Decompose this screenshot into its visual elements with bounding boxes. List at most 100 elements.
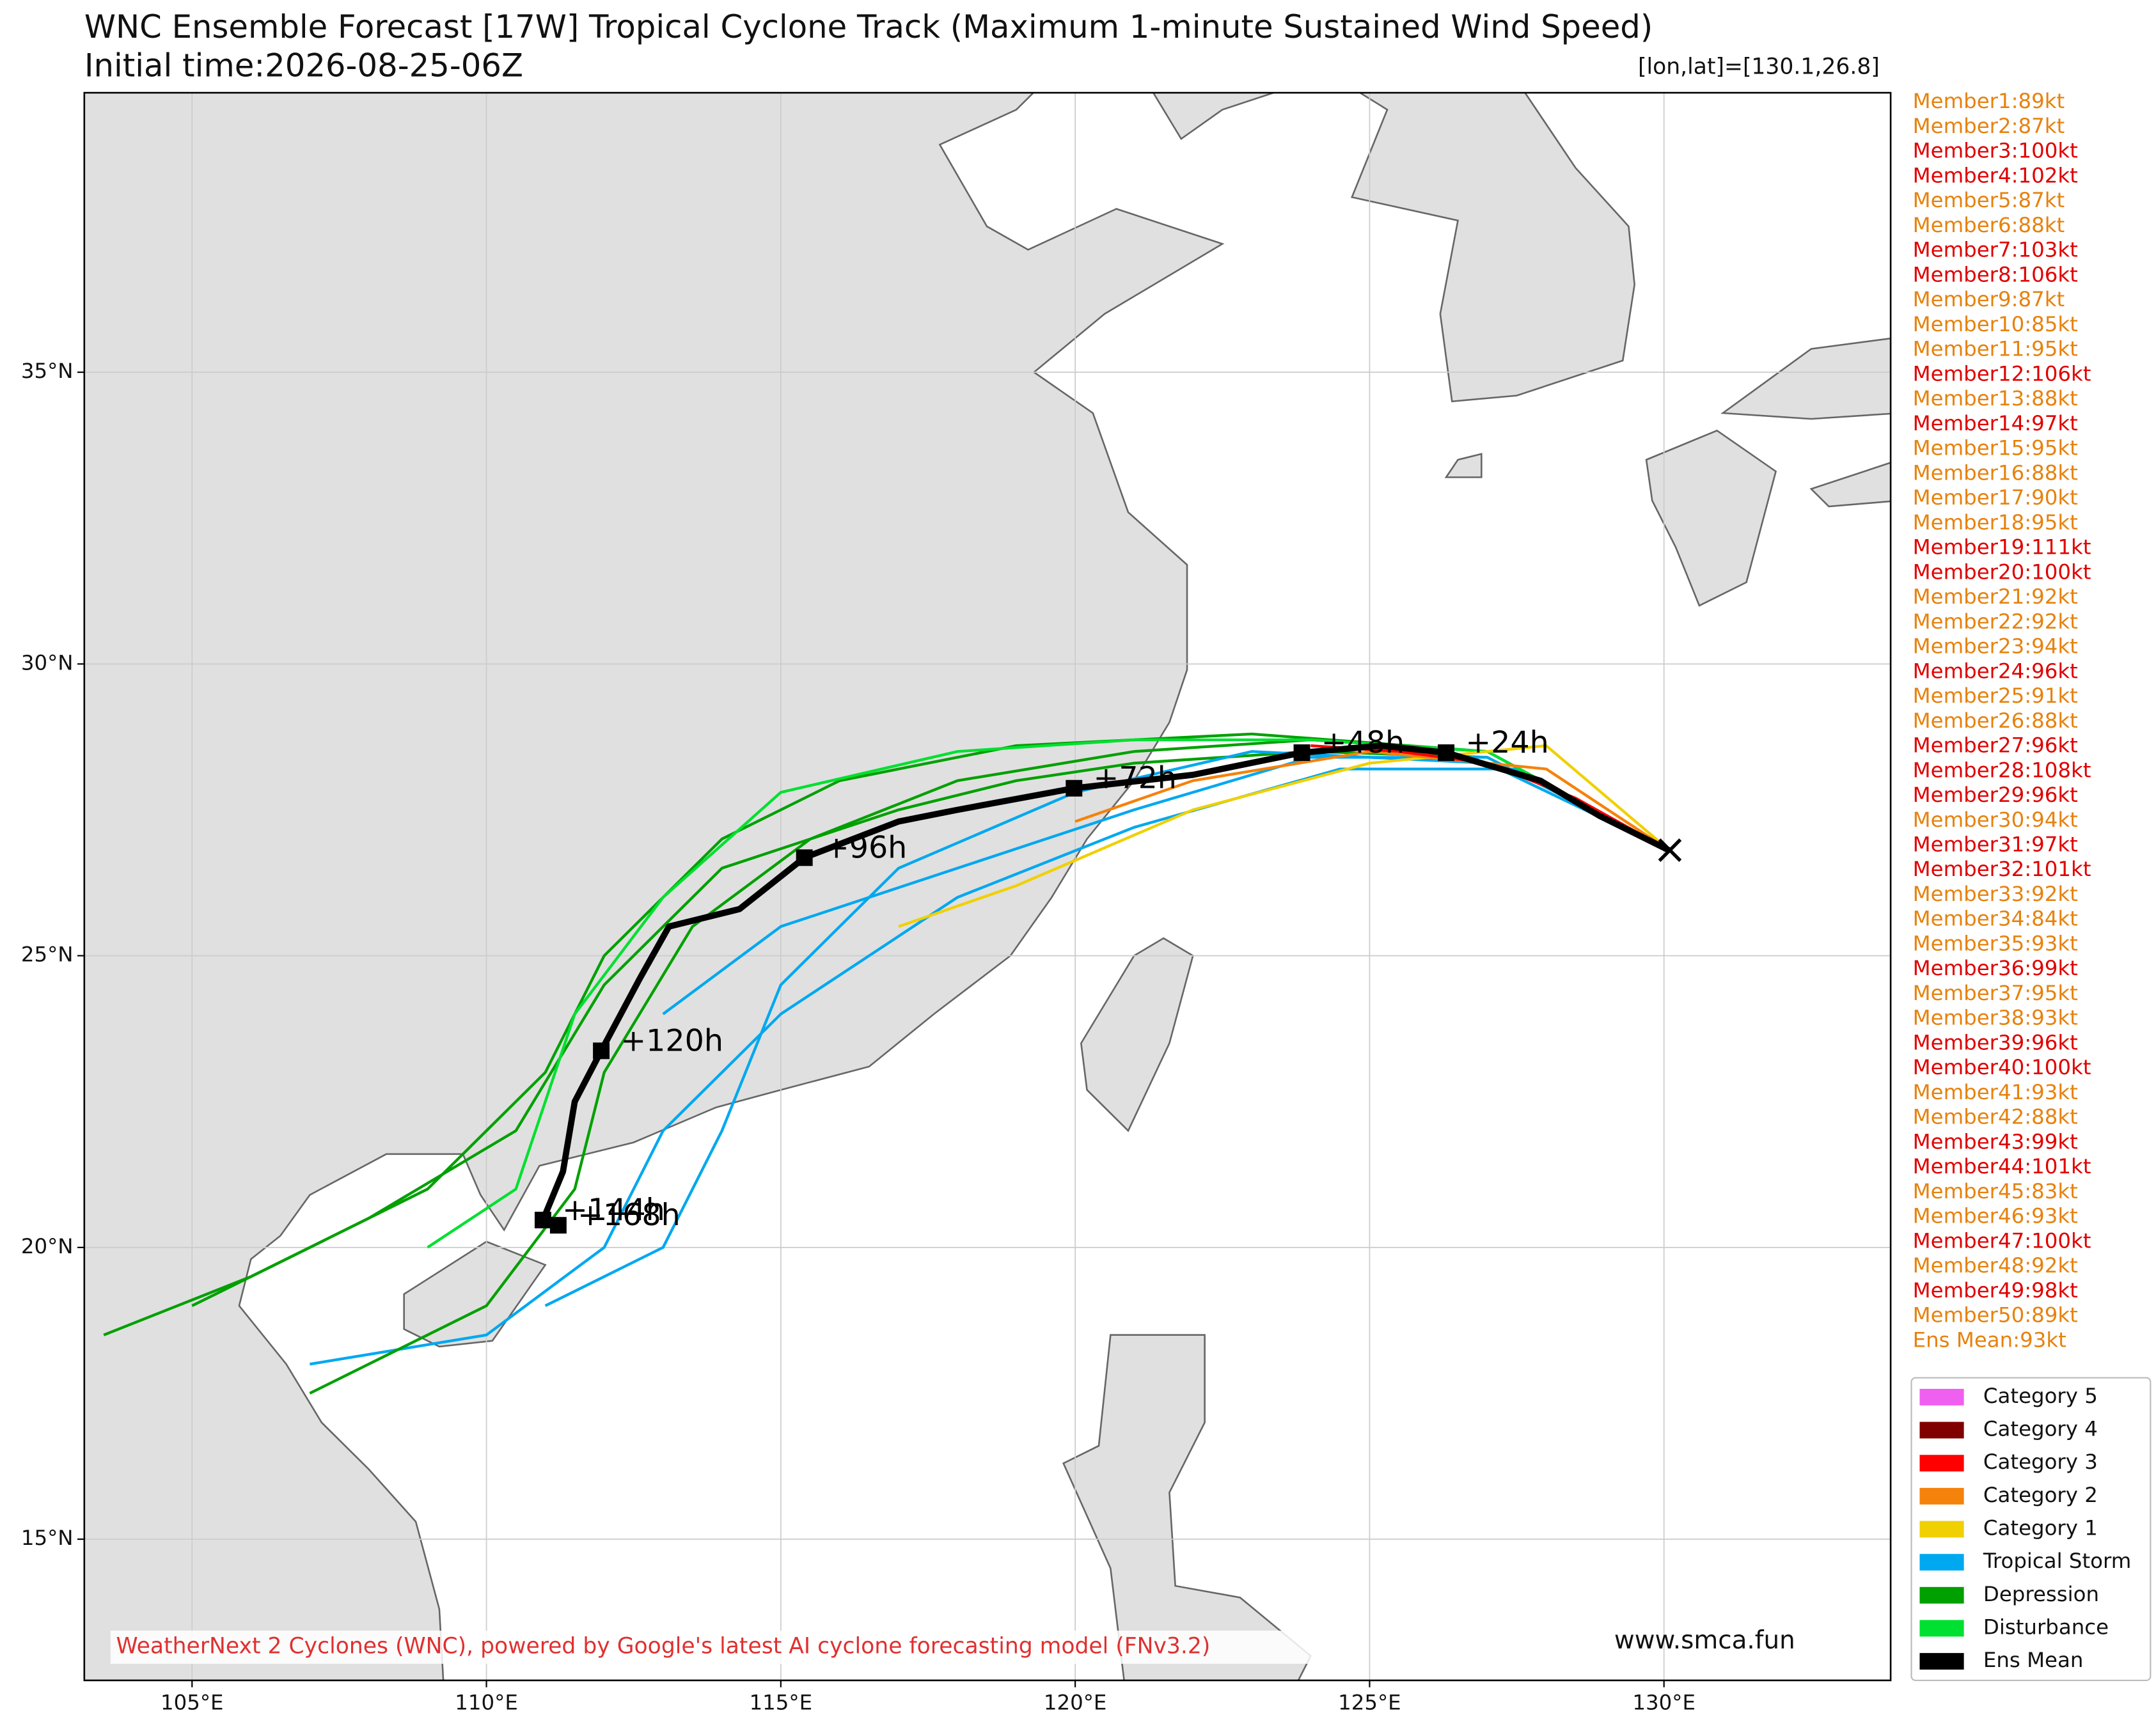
land xyxy=(1152,93,1277,140)
mean-marker xyxy=(796,849,813,866)
member-entry: Member24:96kt xyxy=(1913,659,2078,683)
legend-swatch xyxy=(1919,1653,1964,1670)
x-tick-label: 115°E xyxy=(750,1691,813,1715)
legend-label: Category 1 xyxy=(1983,1516,2098,1540)
member-entry: Member35:93kt xyxy=(1913,931,2078,955)
member-entry: Member46:93kt xyxy=(1913,1204,2078,1228)
member-entry: Member15:95kt xyxy=(1913,436,2078,460)
mean-marker xyxy=(534,1211,551,1228)
member-track xyxy=(662,756,1671,1015)
member-entry: Member21:92kt xyxy=(1913,584,2078,609)
member-entry: Ens Mean:93kt xyxy=(1913,1327,2066,1352)
legend-label: Category 4 xyxy=(1983,1417,2098,1441)
member-entry: Member38:93kt xyxy=(1913,1006,2078,1030)
member-entry: Member47:100kt xyxy=(1913,1228,2091,1253)
member-entry: Member27:96kt xyxy=(1913,733,2078,758)
mean-marker-label: +48h xyxy=(1321,725,1405,760)
x-tick-label: 125°E xyxy=(1338,1691,1401,1715)
member-entry: Member42:88kt xyxy=(1913,1105,2078,1129)
legend-label: Depression xyxy=(1983,1582,2099,1606)
mean-marker-label: +168h xyxy=(578,1198,681,1233)
legend: Category 5 Category 4 Category 3 Category 2… xyxy=(1910,1377,2152,1681)
x-tick-label: 120°E xyxy=(1044,1691,1107,1715)
member-entry: Member30:94kt xyxy=(1913,808,2078,832)
member-entry: Member16:88kt xyxy=(1913,460,2078,485)
member-entry: Member23:94kt xyxy=(1913,634,2078,659)
member-entry: Member40:100kt xyxy=(1913,1055,2091,1079)
member-track xyxy=(310,767,1671,1366)
member-entry: Member43:99kt xyxy=(1913,1129,2078,1154)
member-entry: Member6:88kt xyxy=(1913,213,2065,237)
member-entry: Member12:106kt xyxy=(1913,361,2091,386)
member-entry: Member36:99kt xyxy=(1913,956,2078,980)
member-entry: Member31:97kt xyxy=(1913,833,2078,857)
member-entry: Member14:97kt xyxy=(1913,411,2078,435)
mean-marker xyxy=(1066,779,1083,797)
land xyxy=(1645,429,1777,607)
legend-frame xyxy=(1910,1377,2152,1681)
member-entry: Member37:95kt xyxy=(1913,981,2078,1005)
start-marker: × xyxy=(1653,826,1687,873)
mean-marker xyxy=(1438,744,1455,762)
map-layer: +24h +48h +72h +96h +120h +144h+168h × xyxy=(84,93,1891,1680)
member-entry: Member48:92kt xyxy=(1913,1253,2078,1278)
legend-swatch xyxy=(1919,1554,1964,1571)
member-entry: Member29:96kt xyxy=(1913,783,2078,807)
member-entry: Member33:92kt xyxy=(1913,882,2078,906)
legend-label: Disturbance xyxy=(1983,1615,2109,1639)
legend-swatch xyxy=(1919,1586,1964,1604)
member-entry: Member13:88kt xyxy=(1913,386,2078,411)
member-entry: Member44:101kt xyxy=(1913,1154,2091,1178)
member-track xyxy=(898,744,1671,928)
credit-bg xyxy=(110,1631,1334,1664)
legend-swatch xyxy=(1919,1620,1964,1637)
chart-subtitle: Initial time:2026-08-25-06Z xyxy=(84,47,523,84)
legend-swatch xyxy=(1919,1421,1964,1439)
land xyxy=(1351,93,1635,403)
member-entry: Member32:101kt xyxy=(1913,857,2091,881)
member-entry: Member7:103kt xyxy=(1913,238,2078,262)
member-entry: Member39:96kt xyxy=(1913,1030,2078,1054)
legend-label: Ens Mean xyxy=(1983,1648,2083,1672)
chart-title: WNC Ensemble Forecast [17W] Tropical Cyc… xyxy=(84,8,1653,45)
member-entry: Member20:100kt xyxy=(1913,560,2091,584)
land xyxy=(84,93,1225,1680)
land xyxy=(1809,462,1891,508)
member-entry: Member28:108kt xyxy=(1913,758,2091,782)
member-track xyxy=(1074,750,1671,852)
member-entry: Member26:88kt xyxy=(1913,708,2078,733)
legend-swatch xyxy=(1919,1388,1964,1405)
member-track xyxy=(191,750,1671,1308)
member-entry: Member50:89kt xyxy=(1913,1303,2078,1327)
member-entry: Member18:95kt xyxy=(1913,510,2078,535)
member-entry: Member45:83kt xyxy=(1913,1179,2078,1203)
member-entry: Member1:89kt xyxy=(1913,89,2065,113)
legend-label: Category 2 xyxy=(1983,1483,2098,1507)
member-entry: Member10:85kt xyxy=(1913,312,2078,336)
y-tick-label: 30°N xyxy=(21,650,74,675)
x-tick-label: 130°E xyxy=(1632,1691,1696,1715)
member-entry: Member19:111kt xyxy=(1913,535,2091,560)
land xyxy=(1444,453,1483,478)
y-tick-label: 20°N xyxy=(21,1234,74,1258)
mean-marker xyxy=(593,1042,610,1060)
member-entry: Member9:87kt xyxy=(1913,287,2065,311)
member-entry: Member25:91kt xyxy=(1913,684,2078,708)
map-frame xyxy=(83,91,1892,1682)
x-tick-label: 110°E xyxy=(455,1691,518,1715)
mean-marker xyxy=(1293,744,1310,762)
mean-marker-label: +72h xyxy=(1094,761,1177,796)
land xyxy=(1080,937,1194,1132)
x-tick-label: 105°E xyxy=(161,1691,224,1715)
legend-label: Category 5 xyxy=(1983,1384,2098,1408)
land xyxy=(1720,337,1891,420)
legend-swatch xyxy=(1919,1487,1964,1505)
member-entry: Member22:92kt xyxy=(1913,609,2078,634)
member-entry: Member17:90kt xyxy=(1913,485,2078,510)
position-label: [lon,lat]=[130.1,26.8] xyxy=(1638,54,1880,80)
legend-swatch xyxy=(1919,1521,1964,1538)
mean-marker-label: +120h xyxy=(620,1023,723,1058)
y-tick-label: 15°N xyxy=(21,1526,74,1550)
member-entry: Member34:84kt xyxy=(1913,907,2078,931)
